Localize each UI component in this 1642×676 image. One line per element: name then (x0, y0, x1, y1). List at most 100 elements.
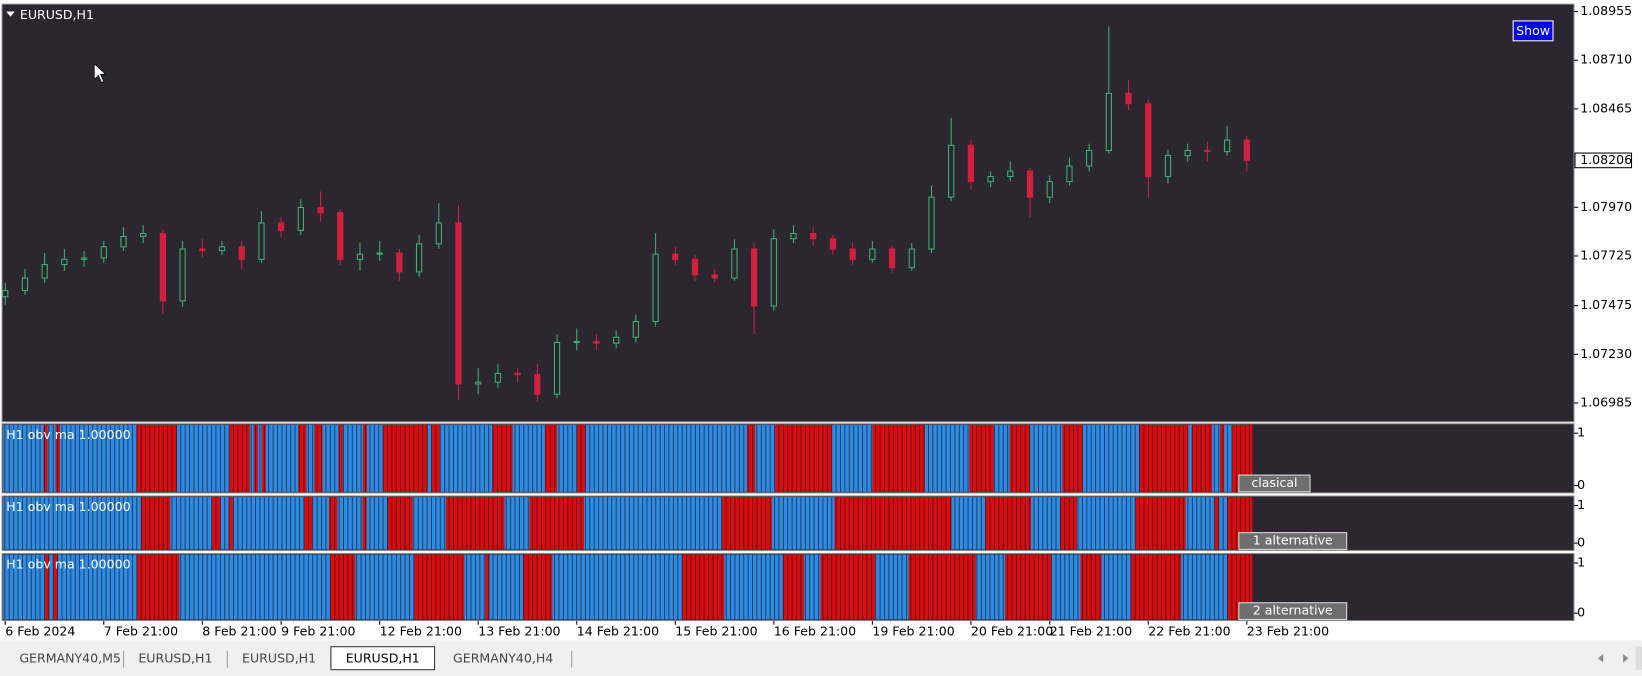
y-tick-label: 1.08955 (1580, 3, 1632, 18)
scroll-left[interactable] (1598, 654, 1604, 663)
candle-body (238, 246, 245, 260)
indicator-title: H1 obv ma 1.00000 (6, 499, 130, 514)
show-button[interactable] (1512, 20, 1554, 42)
x-tick-label: 8 Feb 21:00 (202, 624, 276, 639)
candle-body (297, 206, 304, 231)
x-tick-label: 12 Feb 21:00 (380, 624, 462, 639)
bar-separators (3, 554, 1253, 620)
mode-button[interactable] (1238, 474, 1311, 493)
candle-body (1223, 139, 1231, 153)
candle-body (1066, 165, 1073, 183)
x-tick-label: 19 Feb 21:00 (872, 624, 954, 639)
x-tick-label: 6 Feb 2024 (5, 624, 75, 639)
candle-body (613, 336, 620, 344)
x-tick-label: 15 Feb 21:00 (675, 624, 757, 639)
candle-body (790, 232, 797, 240)
bar-separators (3, 424, 1253, 492)
candle-body (632, 321, 640, 338)
mode-button-label[interactable]: 1 alternative (1253, 533, 1333, 548)
candle-body (1105, 92, 1112, 151)
tab-label[interactable]: EURUSD,H1 (242, 651, 316, 666)
y-tick-label: 1.08465 (1580, 100, 1632, 115)
candle-body (1204, 149, 1211, 153)
candle-body (317, 206, 324, 214)
x-tick-label: 21 Feb 21:00 (1050, 624, 1132, 639)
candle-body (494, 372, 502, 383)
scrollbar[interactable] (1635, 646, 1642, 670)
candle-body (337, 212, 344, 260)
candle-body (21, 277, 29, 292)
candle-body (218, 246, 226, 252)
candle-body (829, 238, 837, 250)
x-tick-label: 20 Feb 21:00 (971, 624, 1053, 639)
candle-body (1026, 170, 1034, 198)
candle-body (987, 175, 994, 183)
x-tick-label: 9 Feb 21:00 (281, 624, 355, 639)
candle-body (731, 248, 738, 279)
x-tick-label: 13 Feb 21:00 (478, 624, 560, 639)
candle-body (810, 232, 817, 240)
candle-body (691, 258, 699, 276)
indicator-title: H1 obv ma 1.00000 (6, 427, 130, 442)
y-tick-label: 1 (1577, 554, 1585, 569)
tab-active[interactable] (330, 646, 436, 671)
candle-body (278, 222, 285, 231)
y-tick-label: 0 (1577, 477, 1585, 492)
candle-body (1164, 155, 1172, 178)
candle-body (849, 248, 856, 260)
mode-button[interactable] (1238, 602, 1348, 621)
candle-body (2, 290, 9, 298)
bar-separators (3, 497, 1253, 550)
tab-label[interactable]: EURUSD,H1 (346, 651, 420, 666)
candle-body (652, 253, 659, 323)
chart-bg (1, 3, 1575, 423)
chart-layer: 1.08955 1.08710 1.08465 1.07970 1.07725 1.074… (1, 3, 1642, 671)
candle-body (1046, 181, 1053, 198)
candle-body (869, 248, 876, 260)
tab-label[interactable]: EURUSD,H1 (138, 651, 212, 666)
tab-bar (0, 640, 1642, 676)
candle-body (61, 258, 68, 266)
candle-body (199, 248, 206, 252)
mouse-cursor (93, 63, 107, 84)
current-price-box (1574, 152, 1633, 169)
candle-body (415, 243, 423, 273)
mode-button-label[interactable]: 2 alternative (1253, 603, 1333, 618)
candle-body (159, 232, 167, 302)
candle-body (908, 248, 915, 269)
candle-body (41, 263, 48, 279)
candle-body (140, 232, 147, 238)
mode-button-label[interactable]: clasical (1251, 475, 1297, 490)
y-tick-label: 1.06985 (1580, 395, 1632, 410)
candle-body (1145, 103, 1152, 178)
current-price-label: 1.08206 (1580, 152, 1632, 167)
tab-label[interactable]: GERMANY40,M5 (19, 651, 121, 666)
candle-body (553, 341, 561, 395)
y-tick-label: 1.07725 (1580, 247, 1632, 262)
candle-body (120, 235, 127, 248)
y-tick-label: 1 (1577, 497, 1585, 512)
tab-label[interactable]: GERMANY40,H4 (453, 651, 553, 666)
collapse-arrow (6, 11, 15, 17)
candle-body (888, 248, 896, 269)
y-tick-label: 1 (1577, 425, 1585, 440)
candle-body (1243, 139, 1250, 161)
candle-body (573, 340, 580, 343)
candle-body (475, 381, 482, 385)
candle-body (1085, 149, 1093, 167)
x-tick-label: 22 Feb 21:00 (1148, 624, 1230, 639)
chart-title: EURUSD,H1 (20, 7, 94, 22)
candle-body (396, 252, 403, 273)
mode-button[interactable] (1238, 532, 1348, 550)
x-tick-label: 23 Feb 21:00 (1247, 624, 1329, 639)
candle-body (455, 222, 462, 385)
candle-body (100, 246, 107, 259)
candle-body (1125, 92, 1132, 105)
show-button-label[interactable]: Show (1516, 23, 1550, 38)
candle-body (1184, 149, 1191, 157)
candle-body (258, 222, 265, 260)
candle-body (593, 340, 600, 344)
scroll-right[interactable] (1623, 654, 1629, 663)
